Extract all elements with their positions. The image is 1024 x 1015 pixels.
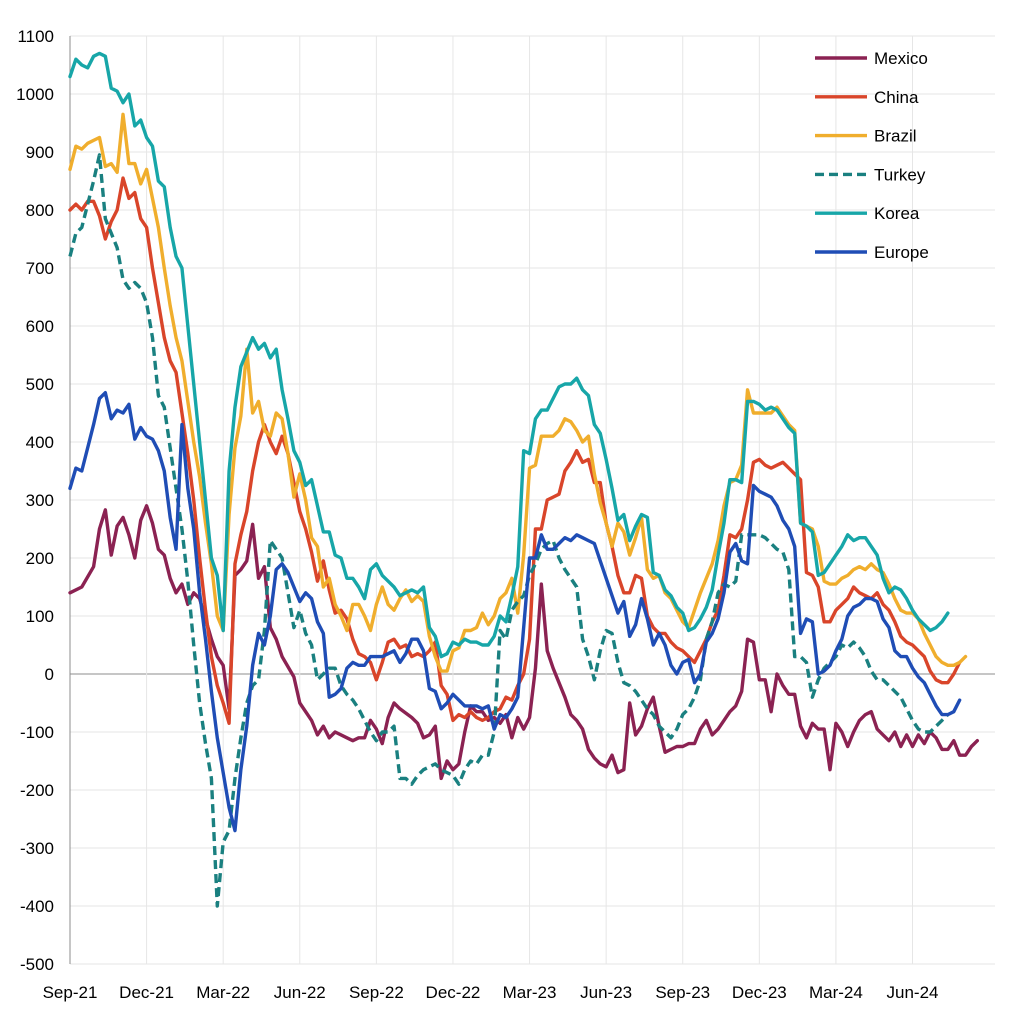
y-tick-label: 500	[26, 375, 54, 394]
legend-entry-mexico: Mexico	[815, 49, 928, 68]
y-tick-label: -200	[20, 781, 54, 800]
x-tick-label: Jun-24	[887, 983, 939, 1002]
y-tick-label: 300	[26, 491, 54, 510]
y-tick-label: 600	[26, 317, 54, 336]
y-tick-label: 0	[45, 665, 54, 684]
y-tick-label: 800	[26, 201, 54, 220]
legend-label: Europe	[874, 243, 929, 262]
y-tick-label: -100	[20, 723, 54, 742]
legend-label: Mexico	[874, 49, 928, 68]
legend-label: Korea	[874, 204, 920, 223]
y-tick-label: -500	[20, 955, 54, 974]
series-line-korea	[68, 51, 950, 659]
x-tick-label: Mar-24	[809, 983, 863, 1002]
y-tick-label: 700	[26, 259, 54, 278]
y-tick-label: -300	[20, 839, 54, 858]
x-tick-label: Dec-21	[119, 983, 174, 1002]
legend-label: Turkey	[874, 165, 926, 184]
y-tick-label: 900	[26, 143, 54, 162]
x-tick-label: Sep-23	[655, 983, 710, 1002]
series-line-turkey	[68, 153, 950, 908]
y-tick-label: 1100	[17, 27, 54, 46]
series-lines	[68, 51, 980, 908]
x-tick-label: Dec-23	[732, 983, 787, 1002]
y-tick-label: 1000	[16, 85, 54, 104]
y-tick-label: -400	[20, 897, 54, 916]
legend-entry-korea: Korea	[815, 204, 920, 223]
legend-label: China	[874, 88, 919, 107]
y-tick-label: 100	[26, 607, 54, 626]
y-tick-label: 200	[26, 549, 54, 568]
legend-entry-brazil: Brazil	[815, 127, 917, 146]
series-line-mexico	[68, 504, 980, 781]
axes: -500 -400 -300 -200 -100 0 100 200 300 400 500 600 7…	[16, 27, 938, 1002]
legend-entry-turkey: Turkey	[815, 165, 926, 184]
legend-entry-europe: Europe	[815, 243, 929, 262]
legend: Mexico China Brazil Turkey Korea Europe	[815, 49, 929, 262]
x-tick-label: Mar-23	[503, 983, 557, 1002]
legend-label: Brazil	[874, 127, 917, 146]
series-line-china	[68, 176, 962, 725]
series-line-brazil	[68, 112, 968, 673]
x-tick-label: Sep-21	[43, 983, 98, 1002]
series-line-europe	[68, 391, 962, 833]
x-tick-label: Jun-22	[274, 983, 326, 1002]
legend-entry-china: China	[815, 88, 919, 107]
y-tick-label: 400	[26, 433, 54, 452]
x-tick-label: Jun-23	[580, 983, 632, 1002]
x-tick-label: Sep-22	[349, 983, 404, 1002]
gridlines	[69, 35, 995, 965]
x-tick-label: Dec-22	[426, 983, 481, 1002]
x-tick-label: Mar-22	[196, 983, 250, 1002]
